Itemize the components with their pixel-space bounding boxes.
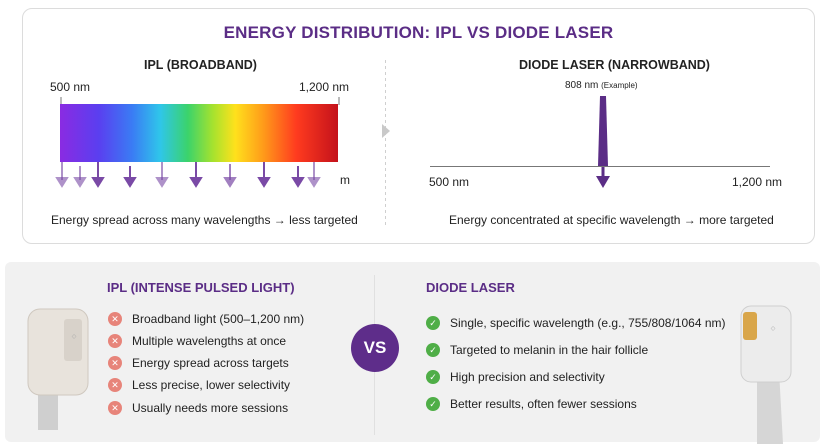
diode-max-wavelength: 1,200 nm bbox=[732, 175, 783, 189]
ipl-item: ✕ Multiple wavelengths at once bbox=[108, 334, 286, 348]
ipl-max-wavelength: 1,200 nm bbox=[299, 80, 350, 94]
diode-min-wavelength: 500 nm bbox=[429, 175, 470, 189]
diode-item: ✓ Targeted to melanin in the hair follic… bbox=[426, 343, 648, 357]
ipl-panel-title: IPL (BROADBAND) bbox=[144, 58, 257, 72]
vs-badge: VS bbox=[351, 324, 399, 372]
ipl-caption: Energy spread across many wavelengths → … bbox=[51, 213, 358, 227]
diode-item-text: High precision and selectivity bbox=[450, 370, 605, 384]
broadband-spectrum-bar bbox=[60, 104, 338, 162]
x-icon: ✕ bbox=[108, 378, 122, 392]
ipl-item: ✕ Broadband light (500–1,200 nm) bbox=[108, 312, 304, 326]
diode-handpiece-illustration: ◇ bbox=[740, 305, 792, 444]
diode-panel-title: DIODE LASER (NARROWBAND) bbox=[519, 58, 710, 72]
energy-arrows bbox=[55, 162, 321, 188]
diode-section-title: DIODE LASER bbox=[426, 280, 515, 295]
narrowband-peak bbox=[596, 96, 610, 188]
ipl-axis-unit: m bbox=[340, 173, 350, 187]
ipl-item-text: Multiple wavelengths at once bbox=[132, 334, 287, 348]
diode-item: ✓ High precision and selectivity bbox=[426, 370, 605, 384]
ipl-item-text: Energy spread across targets bbox=[132, 356, 289, 370]
ipl-item: ✕ Energy spread across targets bbox=[108, 356, 289, 370]
ipl-section-title: IPL (INTENSE PULSED LIGHT) bbox=[107, 280, 295, 295]
chevron-right-icon bbox=[382, 124, 390, 138]
comparison-section bbox=[5, 262, 820, 442]
check-icon: ✓ bbox=[426, 370, 440, 384]
ipl-min-wavelength: 500 nm bbox=[50, 80, 91, 94]
ipl-item-text: Less precise, lower selectivity bbox=[132, 378, 291, 392]
svg-text:◇: ◇ bbox=[72, 334, 77, 340]
page-title: ENERGY DISTRIBUTION: IPL VS DIODE LASER bbox=[223, 23, 614, 42]
diode-item-text: Better results, often fewer sessions bbox=[450, 397, 637, 411]
check-icon: ✓ bbox=[426, 397, 440, 411]
peak-wavelength-label: 808 nm (Example) bbox=[565, 80, 638, 91]
svg-text:◇: ◇ bbox=[771, 326, 776, 332]
x-icon: ✕ bbox=[108, 401, 122, 415]
ipl-item: ✕ Usually needs more sessions bbox=[108, 401, 288, 415]
diode-item-text: Targeted to melanin in the hair follicle bbox=[450, 343, 649, 357]
diode-caption: Energy concentrated at specific waveleng… bbox=[449, 213, 774, 227]
ipl-item-text: Usually needs more sessions bbox=[132, 401, 289, 415]
wavelength-axis bbox=[430, 166, 770, 167]
x-icon: ✕ bbox=[108, 356, 122, 370]
spectrum-tick-marks bbox=[60, 97, 340, 105]
x-icon: ✕ bbox=[108, 334, 122, 348]
x-icon: ✕ bbox=[108, 312, 122, 326]
check-icon: ✓ bbox=[426, 343, 440, 357]
panel-divider bbox=[385, 60, 386, 225]
check-icon: ✓ bbox=[426, 316, 440, 330]
peak-wavelength-value: 808 nm bbox=[565, 80, 599, 91]
ipl-handpiece-illustration: ◇ bbox=[27, 308, 89, 430]
peak-example-note: (Example) bbox=[601, 81, 638, 90]
diode-item-text: Single, specific wavelength (e.g., 755/8… bbox=[450, 316, 726, 330]
diode-item: ✓ Single, specific wavelength (e.g., 755… bbox=[426, 316, 726, 330]
diode-item: ✓ Better results, often fewer sessions bbox=[426, 397, 637, 411]
ipl-item-text: Broadband light (500–1,200 nm) bbox=[132, 312, 305, 326]
ipl-item: ✕ Less precise, lower selectivity bbox=[108, 378, 290, 392]
